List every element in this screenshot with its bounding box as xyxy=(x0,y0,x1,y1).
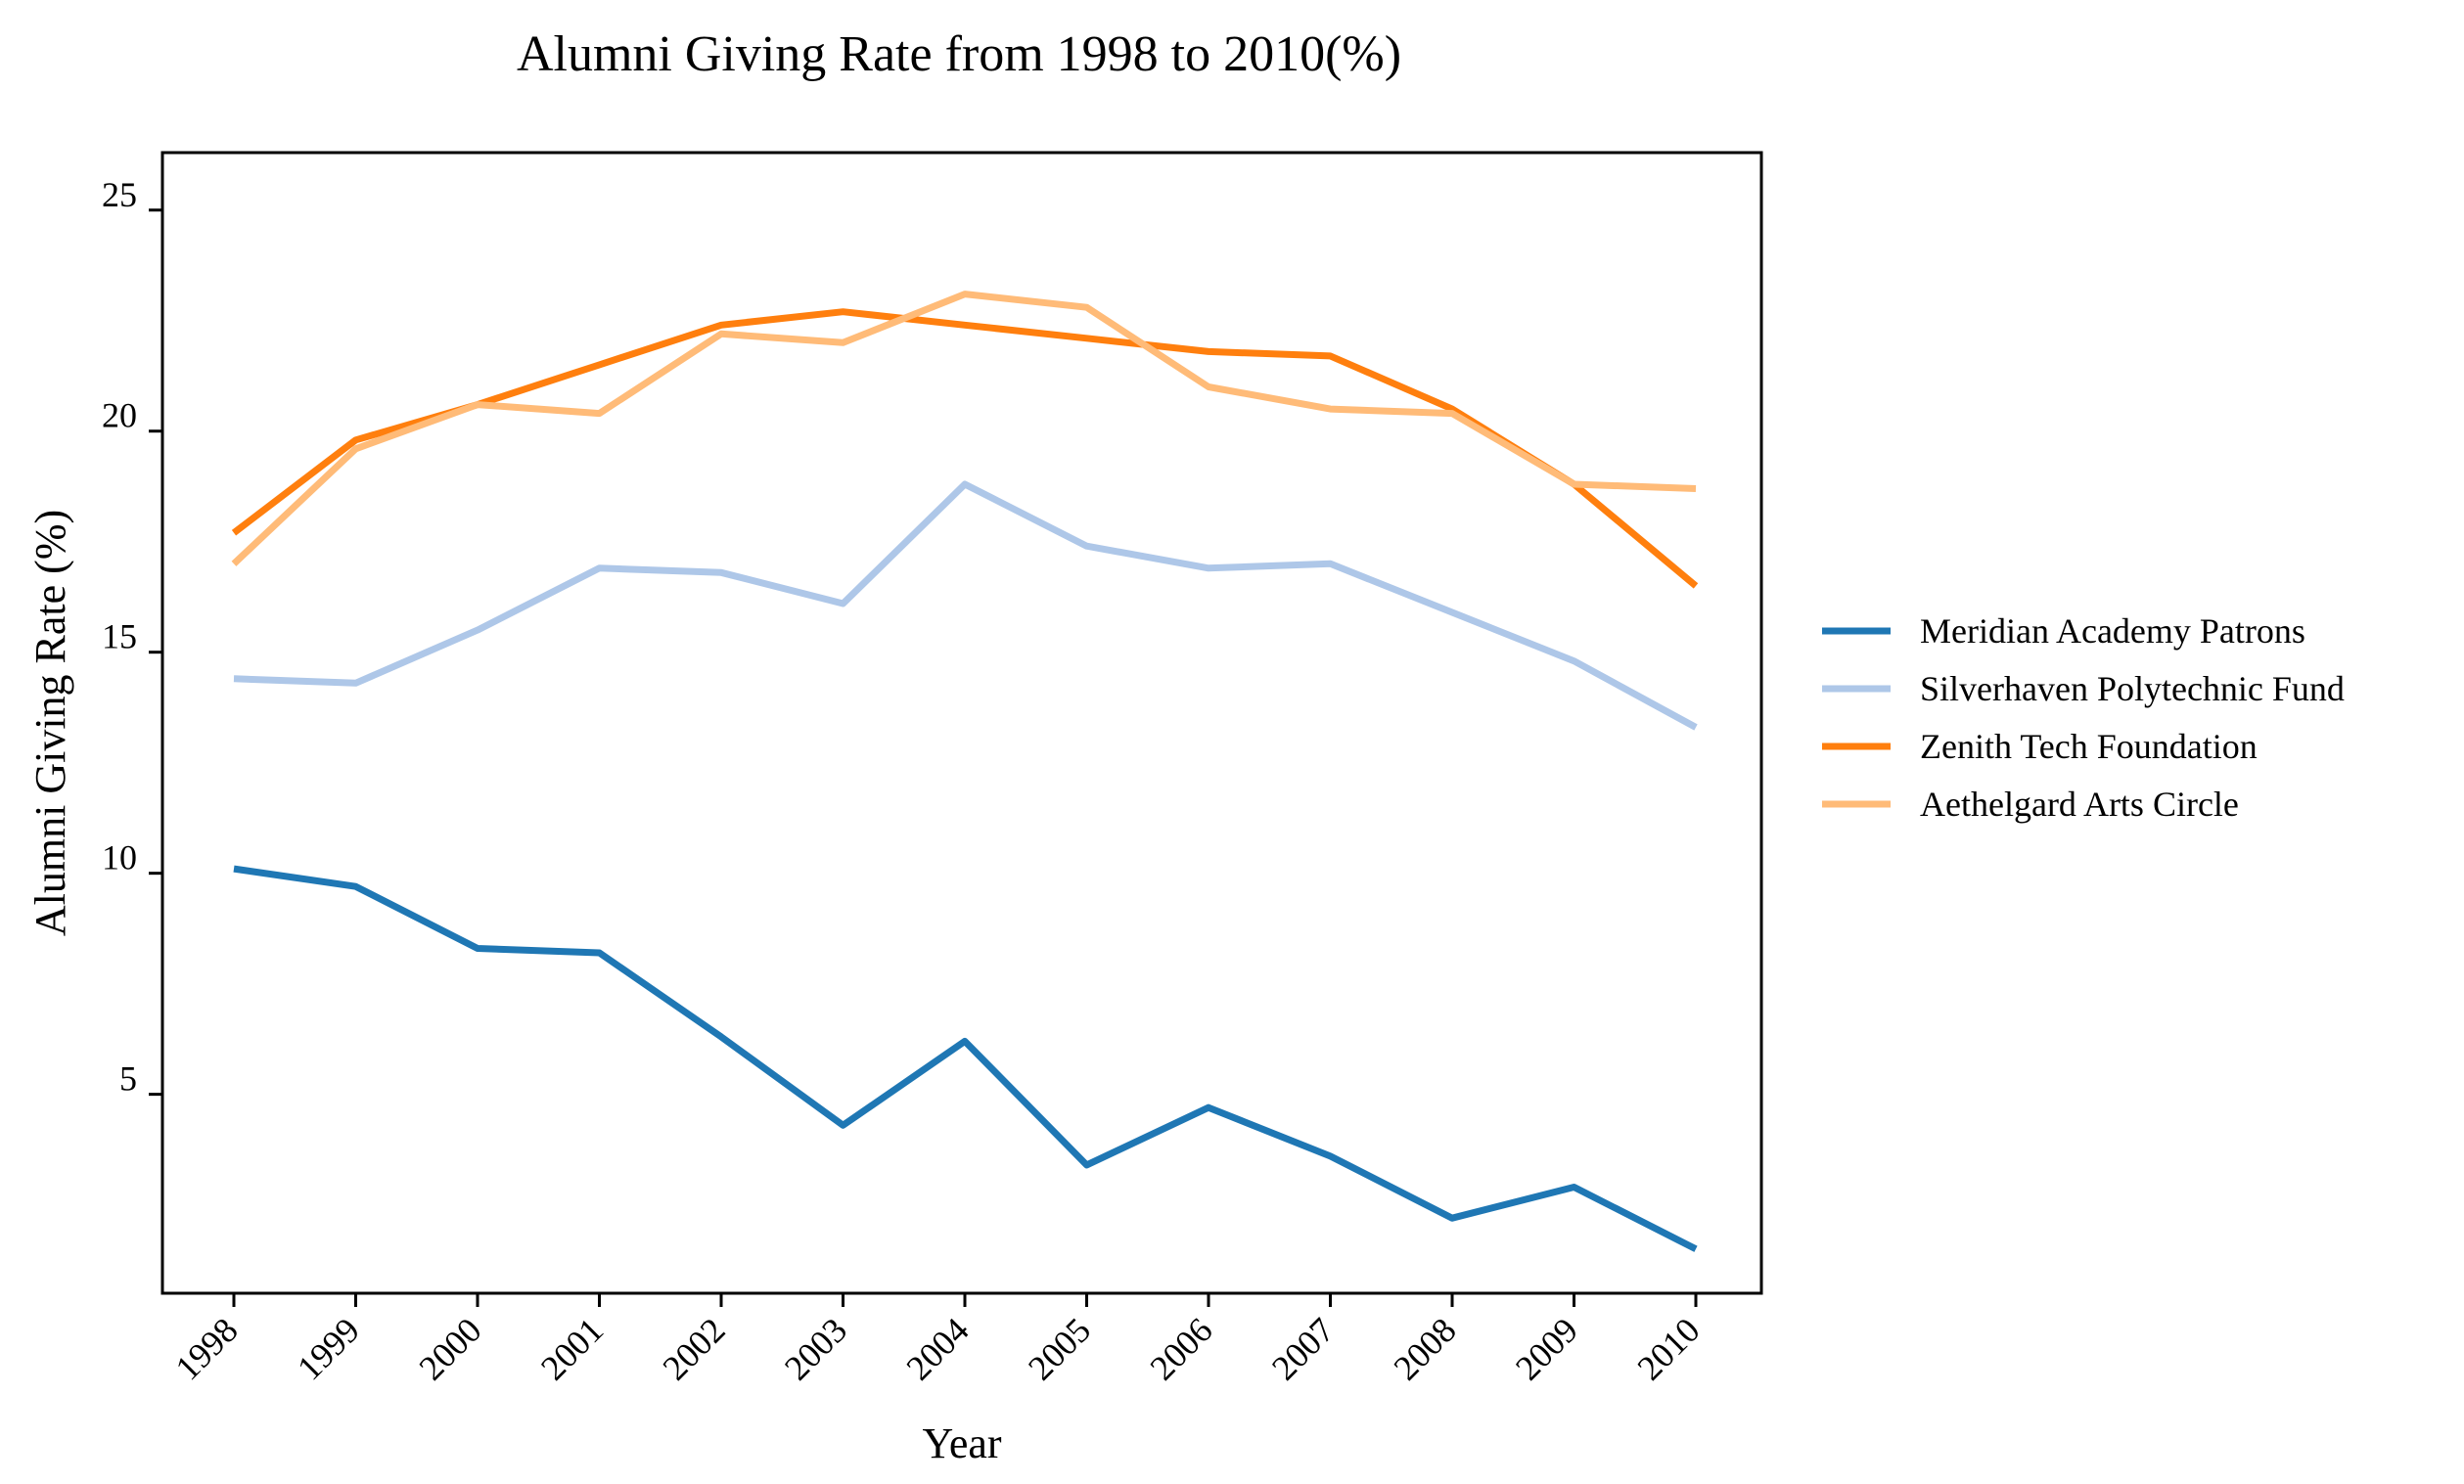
series-line-3 xyxy=(231,308,1699,589)
x-tick-label: 2009 xyxy=(1508,1310,1585,1387)
series-group xyxy=(231,291,1699,1252)
x-tick-label: 2002 xyxy=(655,1310,732,1387)
x-tick-label: 1998 xyxy=(167,1310,245,1387)
legend-label: Meridian Academy Patrons xyxy=(1920,611,2305,651)
y-tick-label: 25 xyxy=(102,175,137,214)
y-tick-label: 15 xyxy=(102,617,137,656)
x-tick-label: 2003 xyxy=(777,1310,854,1387)
x-tick-label: 1999 xyxy=(290,1310,367,1387)
legend-label: Silverhaven Polytechnic Fund xyxy=(1920,669,2345,708)
x-tick-label: 2006 xyxy=(1142,1310,1219,1387)
x-tick-label: 2000 xyxy=(411,1310,488,1387)
legend: Meridian Academy Patrons Silverhaven Poly… xyxy=(1822,611,2345,824)
x-axis: 1998 1999 2000 2001 2002 2003 2004 2005 2006 2007… xyxy=(167,1293,1708,1388)
y-axis-label: Alumni Giving Rate (%) xyxy=(26,510,74,936)
series-line-2 xyxy=(233,480,1698,731)
x-tick-label: 2007 xyxy=(1264,1310,1342,1387)
x-tick-label: 2008 xyxy=(1386,1310,1463,1387)
y-tick-label: 5 xyxy=(119,1059,137,1099)
x-axis-label: Year xyxy=(922,1419,1001,1467)
chart-title: Alumni Giving Rate from 1998 to 2010(%) xyxy=(517,26,1401,82)
x-tick-label: 2004 xyxy=(898,1310,976,1387)
legend-label: Zenith Tech Foundation xyxy=(1920,727,2258,766)
y-tick-label: 10 xyxy=(102,838,137,877)
series-line-4 xyxy=(231,291,1697,566)
x-tick-label: 2001 xyxy=(533,1310,611,1387)
x-tick-label: 2005 xyxy=(1021,1310,1098,1387)
y-tick-label: 20 xyxy=(102,396,137,435)
legend-label: Aethelgard Arts Circle xyxy=(1920,785,2239,824)
y-axis: 5 10 15 20 25 xyxy=(102,175,162,1099)
x-tick-label: 2010 xyxy=(1629,1310,1707,1387)
plot-area-frame xyxy=(160,151,1763,1295)
series-line-1 xyxy=(233,865,1698,1252)
